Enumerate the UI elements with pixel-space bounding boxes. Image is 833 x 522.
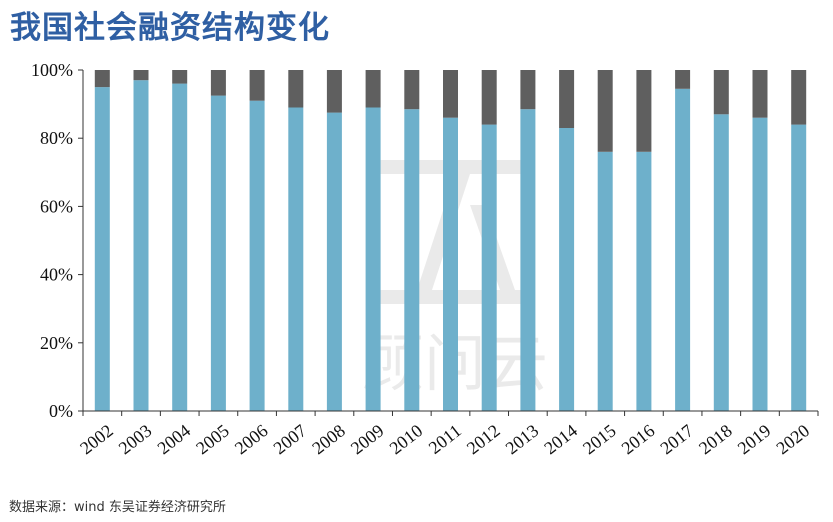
x-tick-label-2016: 2016 [618, 420, 659, 458]
x-tick-label-2015: 2015 [579, 420, 620, 458]
bar-2017-segment-1 [675, 88, 691, 412]
bar-2004-segment-2 [172, 70, 188, 84]
bar-2019-segment-1 [752, 117, 768, 411]
x-tick-label-2018: 2018 [695, 420, 736, 458]
y-tick-label: 80% [40, 128, 73, 148]
x-tick-label-2008: 2008 [308, 420, 349, 458]
bar-2020-segment-1 [791, 124, 807, 411]
bar-2014-segment-1 [559, 128, 575, 411]
bar-2012-segment-1 [481, 124, 497, 411]
x-tick-label-2017: 2017 [656, 420, 697, 458]
x-tick-label-2013: 2013 [502, 420, 543, 458]
x-tick-label-2007: 2007 [270, 420, 311, 458]
bar-2015-segment-1 [597, 151, 613, 412]
x-tick-label-2020: 2020 [772, 420, 813, 458]
bar-2002-segment-1 [94, 87, 110, 411]
y-axis-ticks: 0% 20% 40% 60% 80% 100% [31, 60, 83, 421]
bar-group [94, 70, 807, 412]
x-tick-label-2011: 2011 [425, 420, 465, 458]
x-axis-ticks: 2002200320042005200620072008200920102011… [76, 411, 819, 458]
x-tick-label-2004: 2004 [153, 420, 194, 458]
x-tick-label-2005: 2005 [192, 420, 233, 458]
bar-2002-segment-2 [94, 70, 110, 88]
x-tick-label-2014: 2014 [540, 420, 581, 458]
y-tick-label: 100% [31, 60, 73, 80]
x-tick-label-2009: 2009 [347, 420, 388, 458]
bar-2018-segment-2 [713, 70, 729, 115]
bar-2012-segment-2 [481, 70, 497, 125]
y-tick-label: 60% [40, 196, 73, 216]
chart-title: 我国社会融资结构变化 [10, 10, 330, 46]
y-tick-label: 20% [40, 333, 73, 353]
x-tick-label-2003: 2003 [115, 420, 156, 458]
x-tick-label-2012: 2012 [463, 420, 504, 458]
bar-2004-segment-1 [172, 83, 188, 411]
bar-2009-segment-1 [365, 107, 381, 411]
x-tick-label-2006: 2006 [231, 420, 272, 458]
bar-2016-segment-1 [636, 151, 652, 412]
bar-2011-segment-1 [443, 117, 458, 411]
bar-2020-segment-2 [791, 70, 807, 125]
bar-2009-segment-2 [365, 70, 381, 108]
bar-2019-segment-2 [752, 70, 768, 118]
y-tick-label: 40% [40, 265, 73, 285]
bar-2014-segment-2 [559, 70, 575, 128]
bar-2017-segment-2 [675, 70, 691, 89]
bar-2008-segment-1 [326, 112, 342, 411]
bar-2011-segment-2 [443, 70, 458, 118]
bar-2003-segment-1 [133, 80, 149, 411]
bar-2013-segment-2 [520, 70, 536, 110]
bar-2016-segment-2 [636, 70, 652, 152]
bar-2005-segment-2 [210, 70, 226, 96]
x-tick-label-2002: 2002 [76, 420, 117, 458]
x-tick-label-2019: 2019 [734, 420, 775, 458]
bar-2010-segment-1 [404, 109, 420, 411]
bar-2013-segment-1 [520, 109, 536, 411]
bar-2015-segment-2 [597, 70, 613, 152]
bar-2010-segment-2 [404, 70, 420, 110]
bar-2005-segment-1 [210, 95, 226, 411]
bar-2006-segment-2 [249, 70, 265, 101]
bar-2003-segment-2 [133, 70, 149, 81]
y-tick-label: 0% [49, 401, 73, 421]
source-note: 数据来源：wind 东吴证券经济研究所 [9, 500, 226, 515]
bar-2007-segment-2 [288, 70, 304, 108]
bar-2007-segment-1 [288, 107, 304, 411]
bar-2008-segment-2 [326, 70, 342, 113]
x-tick-label-2010: 2010 [386, 420, 427, 458]
bar-2006-segment-1 [249, 100, 265, 411]
bar-2018-segment-1 [713, 114, 729, 412]
axes [82, 70, 818, 412]
